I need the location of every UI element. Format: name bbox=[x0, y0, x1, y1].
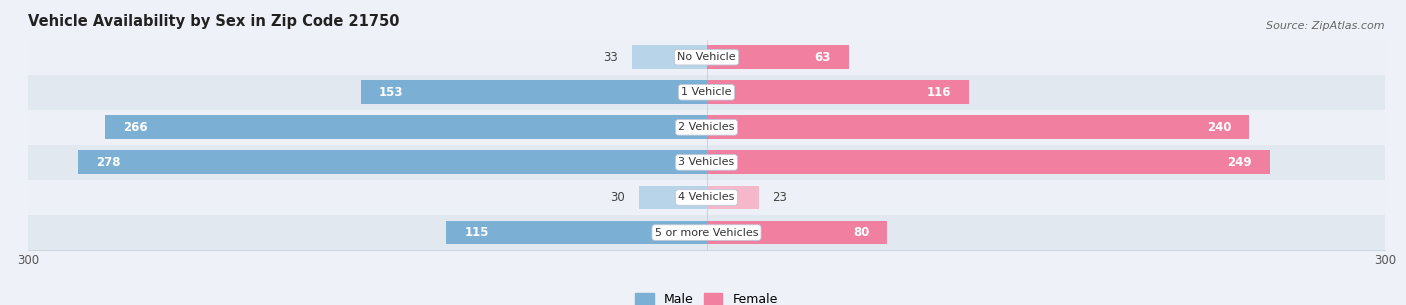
Bar bbox=[77, 150, 707, 174]
Text: 80: 80 bbox=[853, 226, 869, 239]
Text: 240: 240 bbox=[1206, 121, 1232, 134]
Bar bbox=[707, 80, 969, 104]
Bar bbox=[28, 145, 1385, 180]
Bar bbox=[28, 180, 1385, 215]
Text: 2 Vehicles: 2 Vehicles bbox=[678, 122, 735, 132]
Bar bbox=[28, 75, 1385, 110]
Legend: Male, Female: Male, Female bbox=[630, 288, 783, 305]
Bar bbox=[28, 110, 1385, 145]
Bar bbox=[707, 45, 849, 69]
Text: 278: 278 bbox=[96, 156, 121, 169]
Text: 153: 153 bbox=[378, 86, 404, 99]
Text: 23: 23 bbox=[772, 191, 787, 204]
Bar bbox=[707, 221, 887, 245]
Text: 4 Vehicles: 4 Vehicles bbox=[678, 192, 735, 203]
Text: 5 or more Vehicles: 5 or more Vehicles bbox=[655, 228, 758, 238]
Text: 116: 116 bbox=[927, 86, 950, 99]
Text: 115: 115 bbox=[464, 226, 489, 239]
Text: 3 Vehicles: 3 Vehicles bbox=[678, 157, 735, 167]
Bar bbox=[707, 185, 758, 210]
Bar bbox=[631, 45, 707, 69]
Bar bbox=[707, 150, 1270, 174]
Bar bbox=[105, 115, 707, 139]
Text: Source: ZipAtlas.com: Source: ZipAtlas.com bbox=[1267, 21, 1385, 31]
Bar bbox=[360, 80, 707, 104]
Text: 266: 266 bbox=[124, 121, 148, 134]
Bar bbox=[447, 221, 707, 245]
Text: No Vehicle: No Vehicle bbox=[678, 52, 735, 62]
Bar bbox=[638, 185, 707, 210]
Text: Vehicle Availability by Sex in Zip Code 21750: Vehicle Availability by Sex in Zip Code … bbox=[28, 14, 399, 29]
Bar bbox=[28, 215, 1385, 250]
Text: 1 Vehicle: 1 Vehicle bbox=[682, 87, 731, 97]
Bar bbox=[707, 115, 1250, 139]
Text: 63: 63 bbox=[814, 51, 831, 64]
Text: 33: 33 bbox=[603, 51, 619, 64]
Bar bbox=[28, 40, 1385, 75]
Text: 30: 30 bbox=[610, 191, 626, 204]
Text: 249: 249 bbox=[1227, 156, 1251, 169]
